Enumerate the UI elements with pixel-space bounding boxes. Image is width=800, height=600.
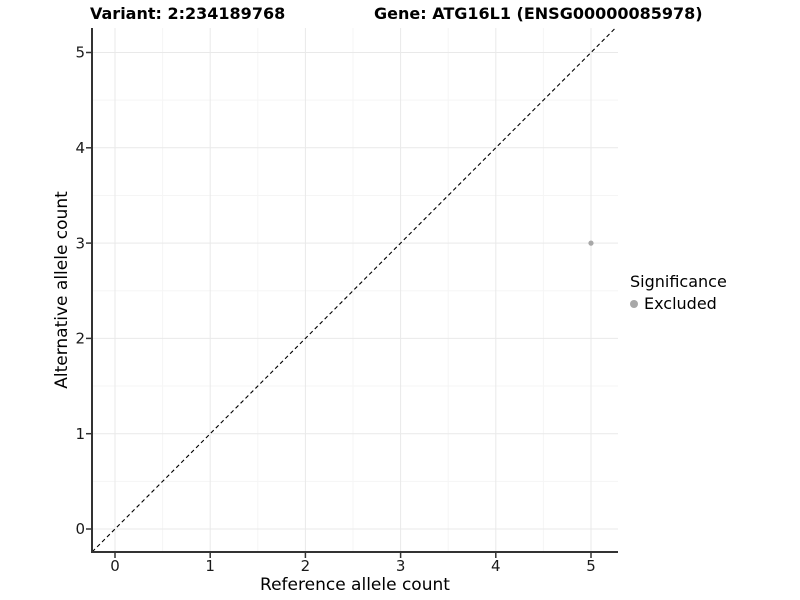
x-tick-label: 2 bbox=[301, 557, 311, 575]
variant-title: Variant: 2:234189768 bbox=[90, 4, 286, 23]
x-tick-label: 0 bbox=[110, 557, 120, 575]
x-tick-label: 5 bbox=[586, 557, 596, 575]
legend-item-label: Excluded bbox=[644, 294, 717, 313]
y-tick-label: 3 bbox=[75, 234, 85, 252]
x-tick-label: 3 bbox=[396, 557, 406, 575]
legend-item-excluded: Excluded bbox=[630, 294, 727, 313]
y-axis-label: Alternative allele count bbox=[52, 191, 72, 389]
gene-title: Gene: ATG16L1 (ENSG00000085978) bbox=[374, 4, 703, 23]
x-tick-label: 1 bbox=[205, 557, 215, 575]
legend: Significance Excluded bbox=[630, 272, 727, 313]
legend-title: Significance bbox=[630, 272, 727, 291]
identity-line bbox=[91, 27, 617, 553]
x-axis-label: Reference allele count bbox=[260, 575, 450, 595]
y-tick-label: 1 bbox=[75, 425, 85, 443]
x-tick-label: 4 bbox=[491, 557, 501, 575]
data-point bbox=[588, 240, 594, 246]
y-tick-label: 2 bbox=[75, 330, 85, 348]
y-tick-label: 0 bbox=[75, 520, 85, 538]
legend-point-icon bbox=[630, 299, 638, 308]
y-tick-label: 4 bbox=[75, 139, 85, 157]
y-tick-label: 5 bbox=[75, 44, 85, 62]
